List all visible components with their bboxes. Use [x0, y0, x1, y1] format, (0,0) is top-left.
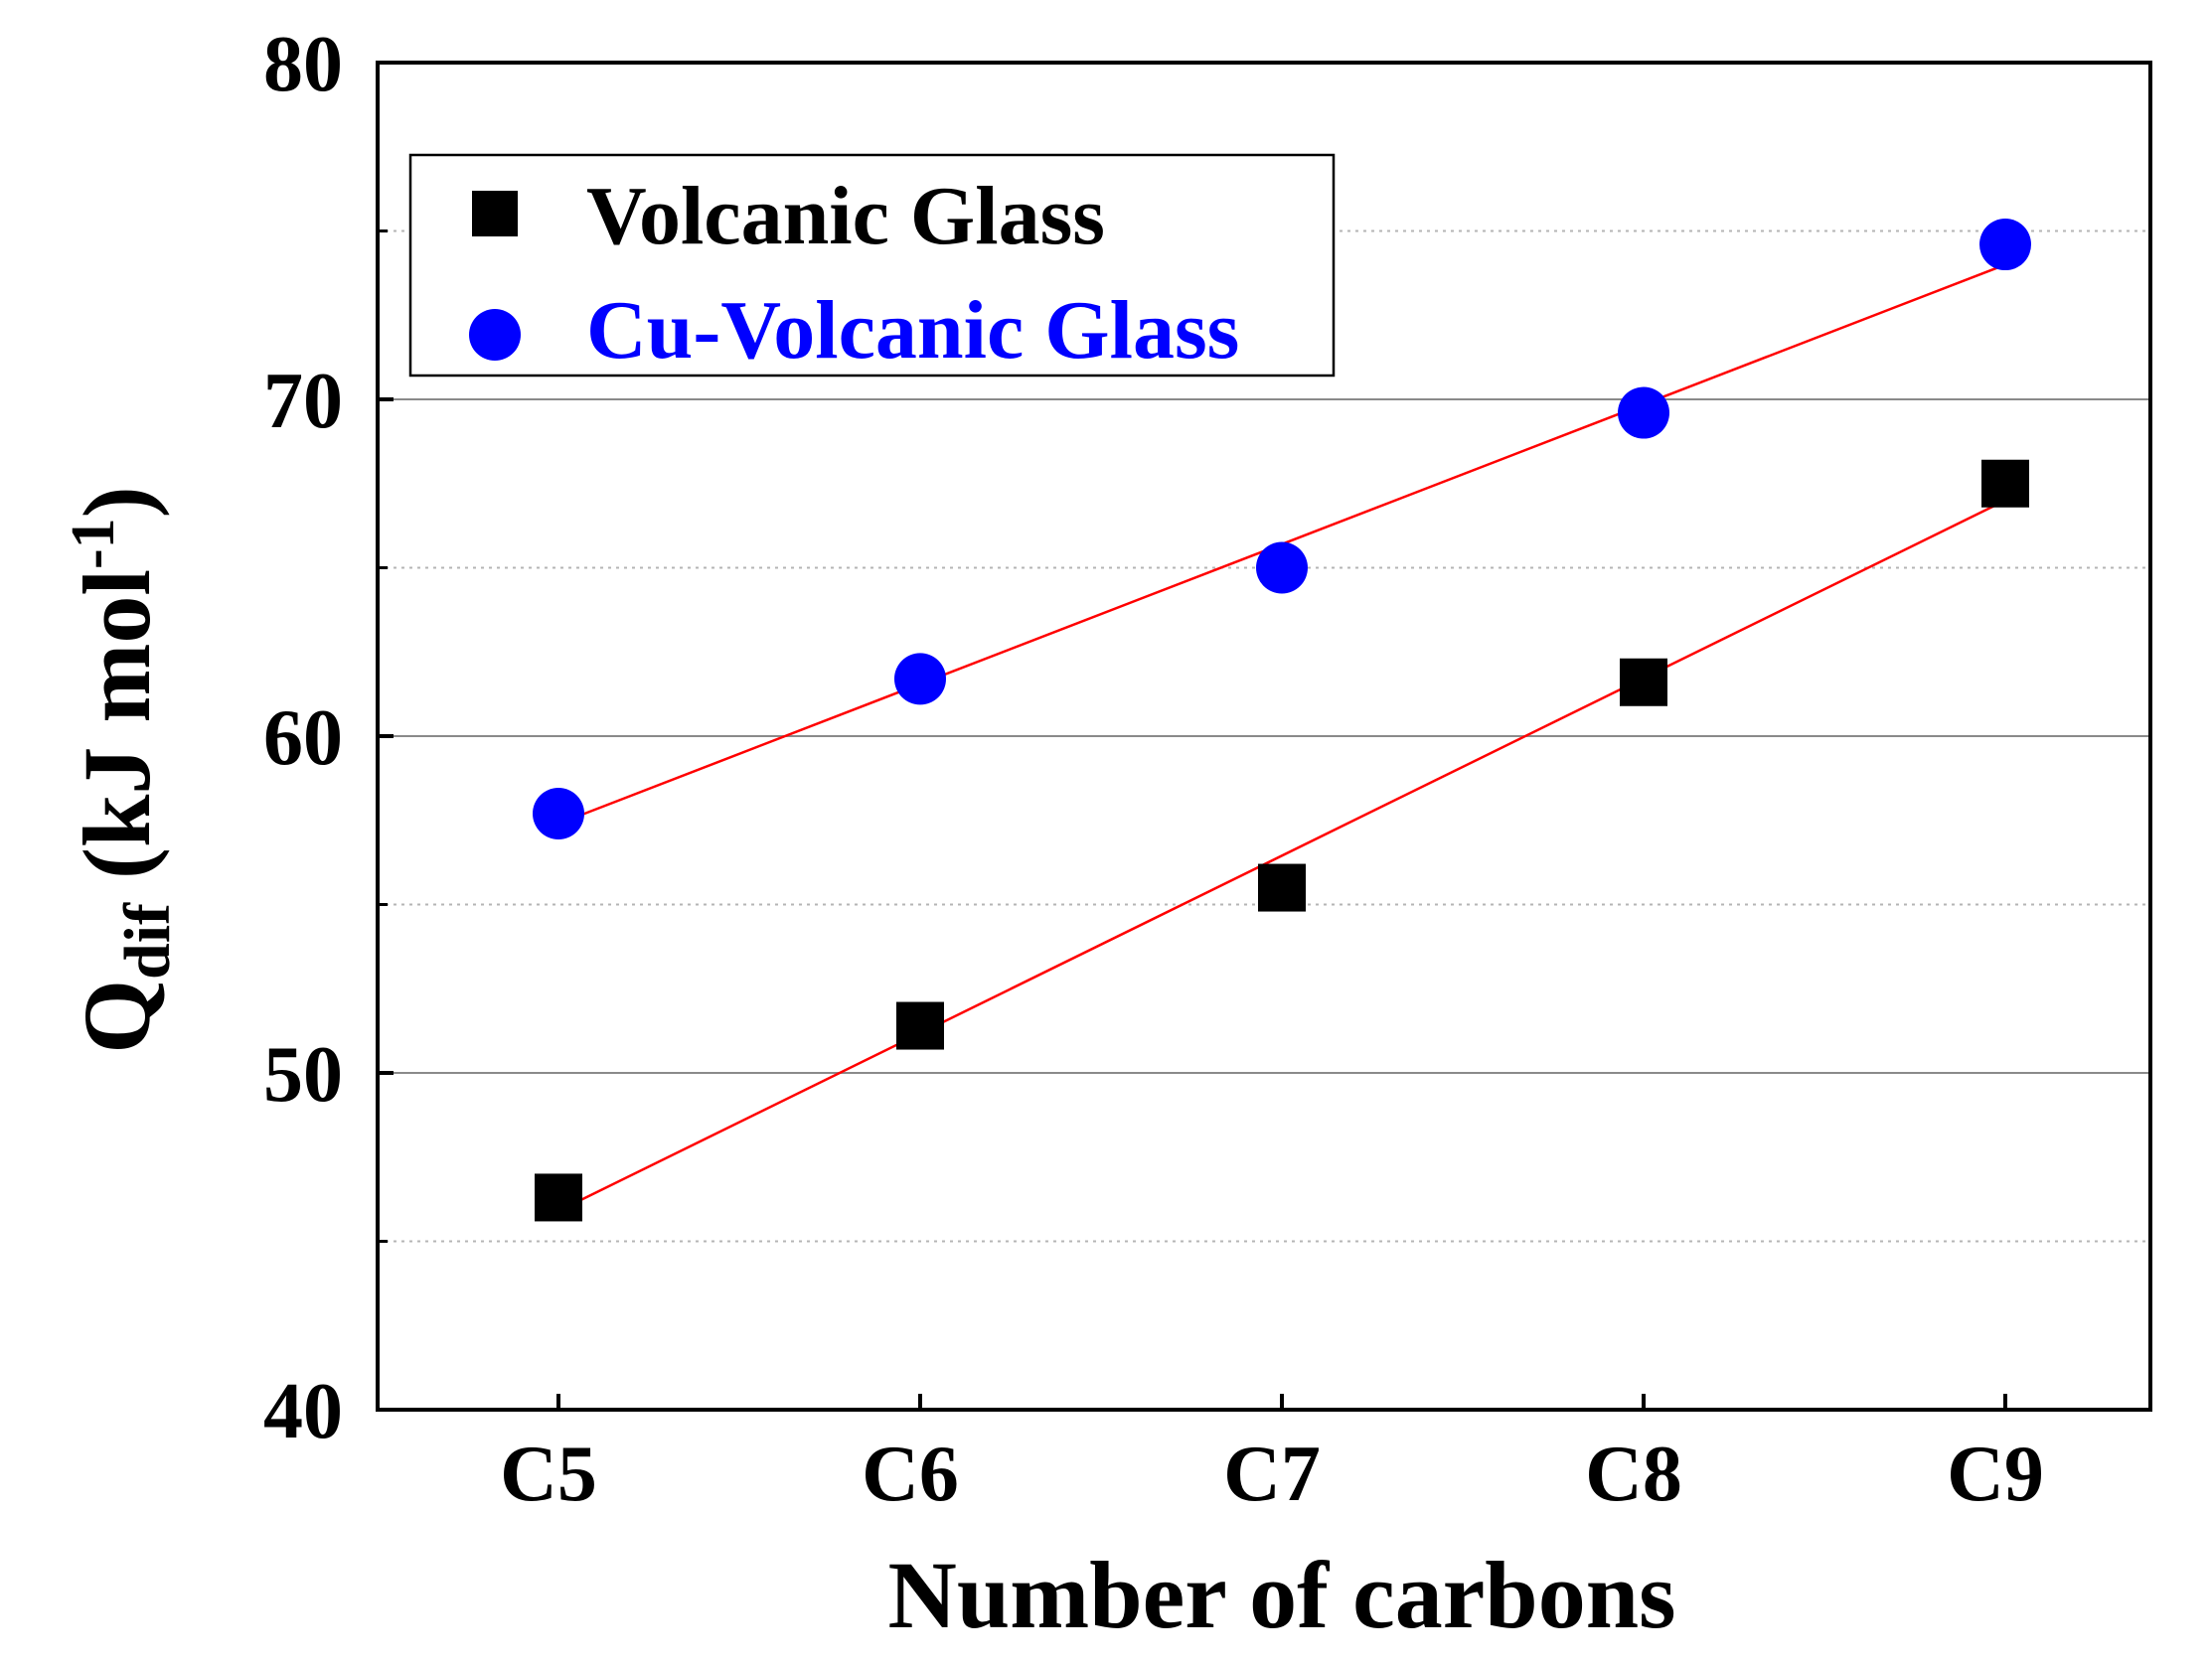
data-point-circle [1256, 541, 1308, 594]
x-tick-label: C7 [1223, 1431, 1321, 1518]
x-tick-label: C8 [1585, 1431, 1682, 1518]
x-ticks: C5 C6 C7 C8 C9 [500, 1394, 2044, 1518]
x-tick-label: C6 [862, 1431, 959, 1518]
data-point-circle [1618, 386, 1669, 439]
data-point-circle [533, 787, 584, 839]
fit-line [557, 499, 2006, 1213]
data-point-square [1981, 459, 2029, 508]
y-axis-title-subscript: dif [111, 902, 184, 980]
y-ticks: 40 50 60 70 80 [263, 21, 394, 1455]
y-axis-title-units: (kJ mol [64, 569, 170, 903]
y-tick-label: 40 [263, 1368, 343, 1455]
y-axis-title: Qdif (kJ mol-1) [60, 486, 184, 1053]
x-tick-label: C9 [1947, 1431, 2044, 1518]
data-point-square [1620, 658, 1667, 706]
data-markers [533, 219, 2031, 1222]
data-point-circle [894, 653, 946, 705]
data-point-square [896, 1001, 944, 1050]
legend-box [408, 153, 1336, 378]
legend-label-volcanic-glass: Volcanic Glass [586, 170, 1105, 262]
y-tick-label: 50 [263, 1031, 343, 1119]
x-axis-title: Number of carbons [888, 1542, 1676, 1648]
y-tick-label: 80 [263, 21, 343, 108]
legend-label-cu-volcanic-glass: Cu-Volcanic Glass [586, 284, 1239, 377]
data-point-square [1258, 863, 1306, 912]
y-tick-label: 60 [263, 694, 343, 782]
legend-circle-marker [469, 309, 521, 361]
legend-square-marker [472, 191, 518, 236]
y-axis-title-units-close: ) [64, 486, 170, 518]
y-axis-title-main: Q [64, 980, 170, 1054]
y-tick-label: 70 [263, 358, 343, 445]
data-point-circle [1979, 219, 2031, 271]
legend: Volcanic Glass Cu-Volcanic Glass [408, 153, 1336, 378]
x-tick-label: C5 [500, 1431, 597, 1518]
data-point-square [535, 1173, 582, 1222]
y-axis-title-superscript: -1 [60, 518, 127, 569]
